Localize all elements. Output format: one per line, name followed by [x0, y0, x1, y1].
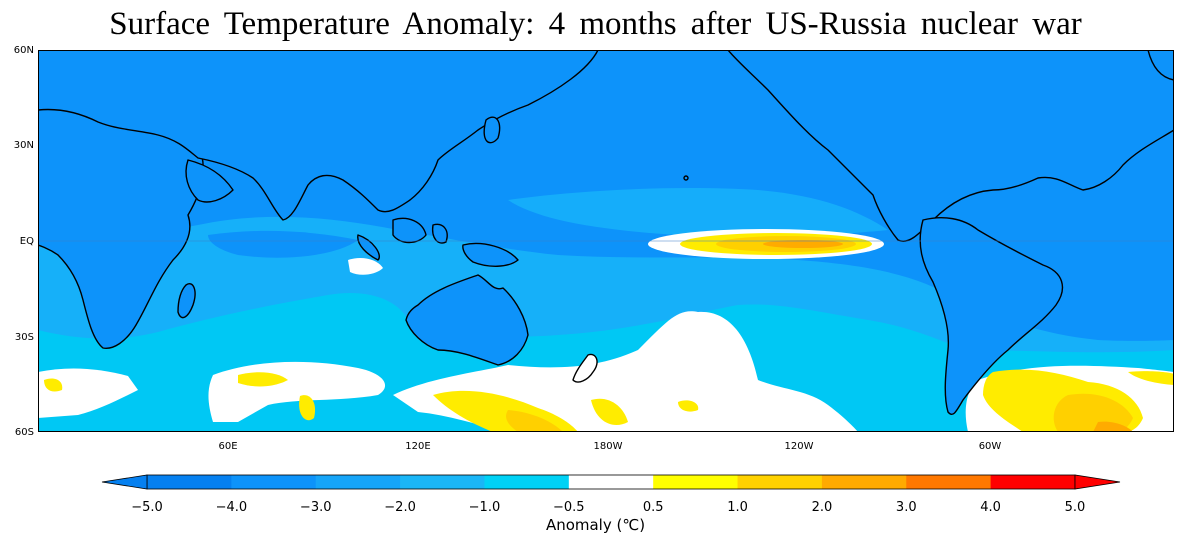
- anomaly-cold-patch-indian: [208, 230, 358, 258]
- lat-label-60s: 60S: [14, 427, 34, 438]
- colorbar-tick-label: 4.0: [980, 500, 1001, 515]
- colorbar-tick-label: 2.0: [811, 500, 833, 515]
- colorbar-segment: [231, 475, 317, 489]
- colorbar-tick-label: 1.0: [727, 500, 748, 515]
- colorbar-segment: [147, 475, 232, 489]
- warm-patch-f: [678, 400, 699, 412]
- colorbar-tick-label: −1.0: [468, 500, 501, 515]
- island-sulawesi: [431, 223, 448, 244]
- lon-label-60w: 60W: [978, 441, 1002, 452]
- island-madagascar: [177, 283, 196, 319]
- lon-label-120e: 120E: [405, 441, 431, 452]
- lat-label-30n: 30N: [13, 140, 34, 151]
- neutral-region-sw: [38, 368, 138, 418]
- colorbar-segment: [653, 475, 739, 489]
- colorbar-tick-label: 3.0: [895, 500, 917, 515]
- colorbar-tick-label: −0.5: [553, 500, 585, 515]
- warm-patch-e: [591, 398, 628, 426]
- map-frame: [38, 50, 1174, 432]
- island-borneo: [392, 217, 427, 244]
- colorbar-tick-label: −2.0: [384, 500, 416, 515]
- continent-eurasia: [38, 50, 599, 221]
- lat-label-eq: EQ: [19, 236, 34, 247]
- colorbar-segment: [400, 475, 485, 489]
- island-new-zealand: [572, 353, 598, 383]
- colorbar-segment: [990, 475, 1076, 489]
- lon-label-180w: 180W: [593, 441, 623, 452]
- anomaly-band-tropics: [508, 188, 888, 238]
- colorbar-segment: [906, 475, 992, 489]
- colorbar-segment: [568, 475, 654, 489]
- warm-patch-b: [299, 395, 316, 421]
- colorbar: [101, 474, 1121, 490]
- colorbar-segment: [821, 475, 907, 489]
- island-japan: [483, 116, 501, 144]
- colorbar-segment: [484, 475, 570, 489]
- warm-patch-s-atlantic-2: [1053, 393, 1133, 432]
- landmass-greenland: [1147, 50, 1174, 81]
- warm-patch-far-east: [1128, 371, 1174, 385]
- warm-patch-d: [506, 410, 563, 432]
- colorbar-segment: [315, 475, 401, 489]
- warm-anomaly-enso-core: [763, 240, 843, 248]
- continent-south-america: [919, 217, 1064, 416]
- continent-australia: [405, 274, 529, 366]
- lon-label-60e: 60E: [218, 441, 238, 452]
- anomaly-map: [38, 50, 1174, 432]
- warm-patch-a: [238, 372, 288, 387]
- lat-label-30s: 30S: [14, 332, 34, 343]
- island-new-guinea: [462, 242, 519, 267]
- colorbar-segments: [146, 474, 1076, 490]
- colorbar-segment: [737, 475, 823, 489]
- neutral-patch-indonesia: [348, 257, 383, 275]
- colorbar-extend-low: [101, 474, 148, 490]
- colorbar-label: Anomaly (℃): [545, 516, 646, 534]
- colorbar-tick-label: 5.0: [1064, 500, 1086, 515]
- lon-label-120w: 120W: [784, 441, 814, 452]
- peninsula-arabia: [185, 159, 234, 203]
- chart-title: Surface Temperature Anomaly: 4 months af…: [109, 6, 1082, 42]
- colorbar-tick-label: −4.0: [215, 500, 248, 515]
- colorbar-tick-label: 0.5: [642, 500, 664, 515]
- warm-patch-s-atlantic-core: [1093, 421, 1133, 432]
- coastlines: [38, 50, 1174, 416]
- colorbar-tick-label: −3.0: [299, 500, 332, 515]
- lat-label-60n: 60N: [13, 45, 34, 56]
- island-hawaii: [683, 175, 689, 181]
- warm-patch-west: [44, 378, 63, 392]
- colorbar-extend-high: [1074, 474, 1121, 490]
- map-panel: [38, 50, 1174, 432]
- colorbar-tick-label: −5.0: [131, 500, 163, 515]
